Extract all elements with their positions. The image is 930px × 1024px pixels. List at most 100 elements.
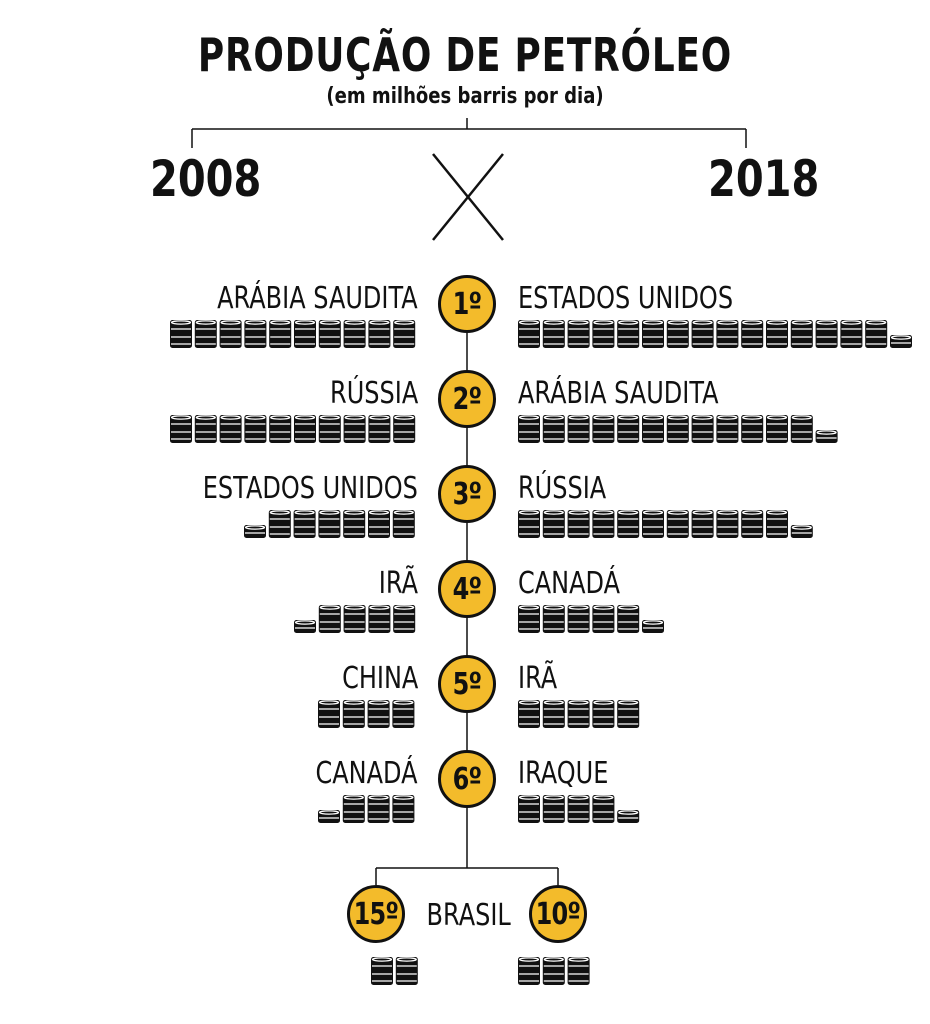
oil-barrel-icon [790, 320, 813, 348]
oil-barrel-half-icon [318, 810, 340, 823]
rank-badge: 6º [438, 750, 496, 808]
oil-barrel-icon [269, 320, 292, 348]
oil-barrel-icon [342, 700, 365, 728]
oil-barrel-icon [716, 510, 739, 538]
oil-barrel-icon [766, 415, 788, 443]
oil-barrel-icon [617, 605, 640, 633]
oil-barrel-icon [268, 510, 291, 538]
oil-barrel-icon [219, 415, 242, 443]
barrels-left-china [318, 700, 415, 728]
oil-barrel-icon [194, 320, 217, 348]
oil-barrel-icon [342, 795, 365, 823]
country-name-left-arabia-saudita: ARÁBIA SAUDITA [217, 281, 418, 316]
oil-barrel-half-icon [294, 620, 316, 633]
rank-badge-brasil-2018: 10º [529, 885, 587, 943]
oil-barrel-icon [741, 320, 764, 348]
rank-badge: 1º [438, 275, 496, 333]
oil-barrel-icon [244, 320, 267, 348]
oil-barrel-icon [293, 510, 316, 538]
oil-barrel-icon [592, 320, 615, 348]
rank-badge: 4º [438, 560, 496, 618]
oil-barrel-icon [592, 415, 615, 443]
country-name-left-canada: CANADÁ [315, 756, 418, 791]
oil-barrel-icon [294, 320, 316, 348]
country-name-right-canada: CANADÁ [518, 566, 621, 601]
oil-barrel-icon [567, 957, 590, 985]
oil-barrel-icon [371, 957, 393, 985]
versus-x-icon [432, 153, 504, 241]
oil-barrel-icon [567, 605, 590, 633]
barrels-right-iraque [518, 795, 640, 823]
oil-barrel-icon [567, 415, 590, 443]
rank-badge: 5º [438, 655, 496, 713]
oil-barrel-icon [518, 700, 540, 728]
oil-barrel-icon [343, 415, 366, 443]
oil-barrel-icon [318, 415, 341, 443]
oil-barrel-icon [691, 510, 714, 538]
oil-barrel-icon [393, 415, 416, 443]
oil-barrel-icon [840, 320, 863, 348]
oil-barrel-icon [368, 415, 391, 443]
oil-barrel-icon [518, 957, 540, 985]
country-name-left-ira: IRÃ [378, 566, 418, 601]
oil-barrel-icon [170, 320, 192, 348]
oil-barrel-icon [542, 795, 565, 823]
oil-barrel-icon [592, 510, 615, 538]
oil-barrel-icon [318, 700, 340, 728]
country-name-right-russia: RÚSSIA [518, 471, 607, 506]
oil-barrel-half-icon [790, 525, 813, 538]
oil-barrel-icon [642, 320, 664, 348]
oil-barrel-icon [518, 605, 540, 633]
barrels-brasil-2018 [518, 957, 590, 985]
page-title: PRODUÇÃO DE PETRÓLEO [197, 28, 733, 82]
oil-barrel-icon [367, 795, 390, 823]
year-right-label: 2018 [708, 150, 820, 208]
oil-barrel-icon [368, 320, 391, 348]
country-name-left-estados-unidos: ESTADOS UNIDOS [202, 471, 418, 506]
oil-barrel-icon [542, 510, 565, 538]
country-name-left-russia: RÚSSIA [329, 376, 418, 411]
oil-barrel-half-icon [642, 620, 664, 633]
oil-barrel-icon [368, 510, 390, 538]
barrels-left-arabia-saudita [170, 320, 416, 348]
oil-barrel-icon [542, 605, 565, 633]
oil-barrel-icon [567, 795, 590, 823]
barrels-left-russia [170, 415, 416, 443]
oil-barrel-icon [592, 700, 615, 728]
oil-barrel-icon [244, 415, 267, 443]
oil-barrel-icon [518, 795, 540, 823]
oil-barrel-icon [716, 415, 739, 443]
rank-badge: 2º [438, 370, 496, 428]
oil-barrel-half-icon [890, 335, 912, 348]
oil-barrel-half-icon [617, 810, 640, 823]
oil-barrel-icon [642, 510, 664, 538]
oil-barrel-icon [766, 320, 788, 348]
barrels-right-russia [518, 510, 813, 538]
oil-barrel-icon [741, 510, 764, 538]
oil-barrel-icon [691, 415, 714, 443]
barrels-left-ira [294, 605, 416, 633]
country-name-right-iraque: IRAQUE [518, 756, 609, 791]
oil-barrel-icon [194, 415, 217, 443]
oil-barrel-icon [542, 320, 565, 348]
oil-barrel-icon [392, 795, 415, 823]
country-name-brasil: BRASIL [426, 898, 511, 933]
country-name-right-estados-unidos: ESTADOS UNIDOS [518, 281, 734, 316]
oil-barrel-icon [567, 320, 590, 348]
country-name-right-ira: IRÃ [518, 661, 558, 696]
country-name-right-arabia-saudita: ARÁBIA SAUDITA [518, 376, 719, 411]
oil-barrel-icon [518, 415, 540, 443]
oil-barrel-icon [766, 510, 788, 538]
oil-barrel-icon [666, 415, 689, 443]
oil-barrel-icon [617, 320, 640, 348]
oil-barrel-icon [393, 320, 416, 348]
oil-barrel-icon [741, 415, 764, 443]
oil-barrel-icon [219, 320, 242, 348]
oil-barrel-icon [318, 320, 341, 348]
page-subtitle: (em milhões barris por dia) [326, 84, 604, 109]
oil-barrel-icon [318, 510, 341, 538]
oil-barrel-icon [269, 415, 292, 443]
oil-barrel-icon [716, 320, 739, 348]
oil-barrel-icon [395, 957, 418, 985]
barrels-right-ira [518, 700, 640, 728]
